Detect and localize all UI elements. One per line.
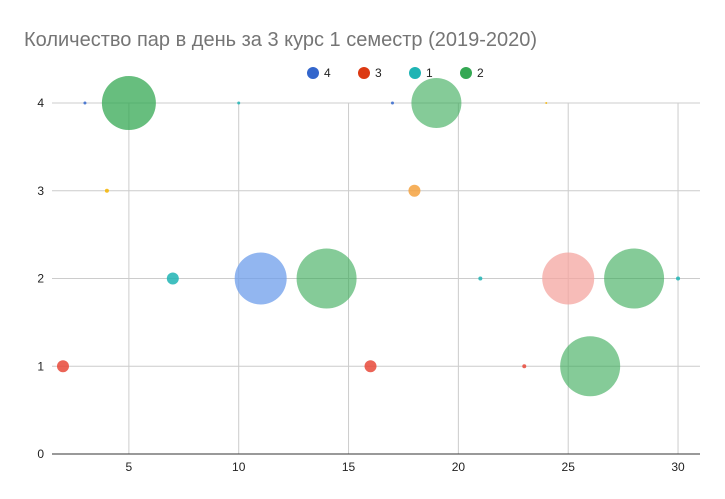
- y-tick-label: 0: [37, 447, 44, 461]
- bubble: [237, 101, 241, 105]
- bubble: [83, 101, 87, 105]
- legend-marker: [358, 67, 370, 79]
- bubble: [560, 336, 621, 397]
- x-tick-label: 20: [452, 460, 466, 474]
- y-tick-label: 3: [37, 184, 44, 198]
- x-tick-label: 30: [671, 460, 685, 474]
- legend-marker: [307, 67, 319, 79]
- bubble: [104, 188, 109, 193]
- y-tick-label: 2: [37, 272, 44, 286]
- bubble: [390, 101, 394, 105]
- x-tick-label: 5: [126, 460, 133, 474]
- x-tick-label: 15: [342, 460, 356, 474]
- bubble: [676, 276, 681, 281]
- bubbles: [56, 76, 681, 397]
- legend-label: 1: [426, 66, 433, 80]
- bubble: [545, 102, 548, 104]
- gridlines: [52, 102, 700, 454]
- bubble: [542, 252, 595, 305]
- legend: 4 3 1 2: [307, 66, 484, 80]
- bubble: [604, 248, 665, 309]
- bubble: [408, 184, 421, 197]
- bubble: [411, 78, 462, 128]
- bubble: [296, 248, 357, 309]
- x-tick-label: 10: [232, 460, 246, 474]
- x-tick-label: 25: [562, 460, 576, 474]
- bubble: [234, 252, 287, 305]
- bubble: [56, 360, 69, 373]
- legend-label: 2: [477, 66, 484, 80]
- legend-marker: [460, 67, 472, 79]
- y-tick-label: 1: [37, 359, 44, 373]
- bubble: [101, 76, 156, 130]
- legend-label: 3: [375, 66, 382, 80]
- bubble: [364, 360, 377, 373]
- bubble: [522, 364, 527, 369]
- chart-title: Количество пар в день за 3 курс 1 семест…: [24, 29, 537, 51]
- y-tick-label: 4: [37, 96, 44, 110]
- legend-marker: [409, 67, 421, 79]
- bubble: [478, 276, 483, 281]
- legend-label: 4: [324, 66, 331, 80]
- axes: 0 1 2 3 4 5 10 15 20 25 30: [37, 96, 700, 474]
- bubble: [166, 272, 179, 285]
